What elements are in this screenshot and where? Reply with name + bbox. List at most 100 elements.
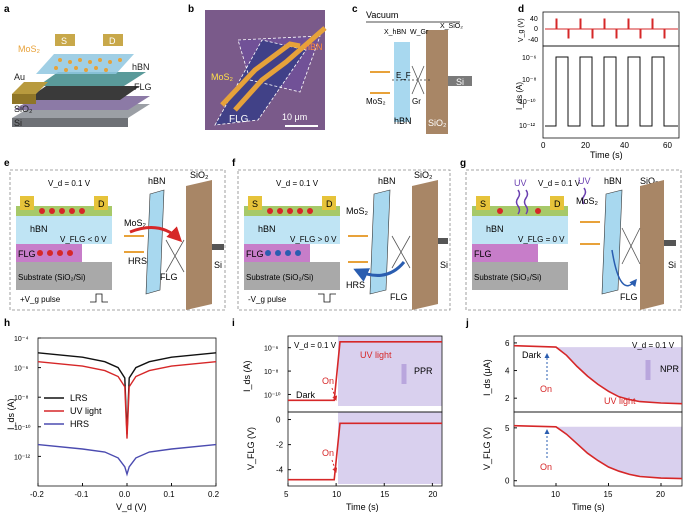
x-hbn-label: X_hBN xyxy=(384,29,406,36)
e-flg-label: FLG xyxy=(18,249,36,259)
g-sio2-label: SiO₂ xyxy=(640,176,659,186)
h-ytick-label: 10⁻⁴ xyxy=(14,336,29,343)
j-on-annotation: On xyxy=(540,384,552,394)
panel-g-label: g xyxy=(460,158,466,169)
i-xtick-label: 10 xyxy=(332,490,341,499)
sio2-band xyxy=(426,30,448,134)
i-bottom-ylabel: V_FLG (V) xyxy=(246,427,256,470)
h-ytick-label: 10⁻¹² xyxy=(14,454,31,461)
g-si-label: Si xyxy=(668,260,676,270)
f-hbn-barrier xyxy=(369,189,391,295)
d-ids-tick-2: 10⁻¹⁰ xyxy=(519,98,536,106)
h-ytick-label: 10⁻¹⁰ xyxy=(14,424,31,432)
e-pulse-shape xyxy=(90,293,108,303)
j-xtick-label: 15 xyxy=(604,490,613,499)
panel-i: i 10⁻⁶ 10⁻⁸ 10⁻¹⁰ 0 -2 -4 5 10 15 20 I_ds (A) V_F… xyxy=(232,318,443,512)
f-si-label: Si xyxy=(440,260,448,270)
j-uv-annotation: UV light xyxy=(604,396,636,406)
g-hbn xyxy=(472,216,568,244)
e-flg2-label: FLG xyxy=(160,272,178,282)
g-substrate-label: Substrate (SiO₂/Si) xyxy=(474,273,542,282)
mos2-label: MoS₂ xyxy=(18,44,41,54)
i-bottom-ytick-label: 0 xyxy=(276,416,281,425)
e-frame xyxy=(9,169,226,311)
h-xtick-label: -0.2 xyxy=(30,490,44,499)
d-x-tick-0: 0 xyxy=(541,141,546,150)
gr-label: Gr xyxy=(412,97,421,106)
f-mos2-label: MoS₂ xyxy=(346,206,369,216)
g-vd-label: V_d = 0.1 V xyxy=(538,179,581,188)
e-vflg-label: V_FLG < 0 V xyxy=(60,235,107,244)
hbn-label-b: hBN xyxy=(305,42,323,52)
f-flg2-label: FLG xyxy=(390,292,408,302)
e-substrate-label: Substrate (SiO₂/Si) xyxy=(18,273,86,282)
g-hbn-barrier xyxy=(601,189,623,295)
panel-c: c Vacuum X_hBN W_Gr X_SiO₂ E_F Gr MoS₂ h… xyxy=(352,4,472,134)
f-sio2-barrier xyxy=(412,180,438,310)
f-pulse-label: -V_g pulse xyxy=(248,295,287,304)
f-substrate-label: Substrate (SiO₂/Si) xyxy=(246,273,314,282)
j-top-series xyxy=(513,344,683,405)
si-band xyxy=(448,76,472,86)
i-bottom-ytick-label: -2 xyxy=(276,441,284,450)
panel-d-label: d xyxy=(518,4,524,15)
e-hrs-label: HRS xyxy=(128,256,147,266)
i-top-series xyxy=(288,340,442,402)
graphene-cone xyxy=(411,65,425,95)
j-bottom-ylabel: V_FLG (V) xyxy=(482,427,492,470)
f-flg-label: FLG xyxy=(246,249,264,259)
i-xtick-label: 15 xyxy=(380,490,389,499)
flg-layer xyxy=(26,86,140,100)
g-vflg-label: V_FLG = 0 V xyxy=(518,235,565,244)
w-gr-label: W_Gr xyxy=(410,29,429,36)
g-flg xyxy=(472,244,538,262)
j-npr-annotation: NPR xyxy=(660,364,680,374)
h-xtick-label: 0.1 xyxy=(164,490,176,499)
au-contact-left xyxy=(12,82,48,94)
si-label: Si xyxy=(14,118,22,128)
e-sio2-label: SiO₂ xyxy=(190,170,209,180)
d-vg-axis-label: V_g (V) xyxy=(518,18,525,42)
mos2-label-c: MoS₂ xyxy=(366,97,386,106)
flg-label: FLG xyxy=(134,82,152,92)
j-vd-annotation: V_d = 0.1 V xyxy=(632,341,675,350)
e-source-label: S xyxy=(24,199,30,209)
g-transfer-arrow xyxy=(611,249,637,288)
j-bottom-shade-area xyxy=(556,426,682,479)
electrode-2 xyxy=(233,26,327,112)
e-vd-label: V_d = 0.1 V xyxy=(48,179,91,188)
g-uv-wave-1 xyxy=(515,189,521,215)
g-uv-wave-2 xyxy=(523,189,529,215)
h-legend-lrs: LRS xyxy=(70,393,88,403)
panel-c-label: c xyxy=(352,4,358,15)
j-top-ytick-label: 4 xyxy=(505,367,510,376)
e-sio2-barrier xyxy=(186,180,212,310)
f-source-label: S xyxy=(252,199,258,209)
panel-f: f Substrate (SiO₂/Si) hBN FLG V_FLG > 0 … xyxy=(232,158,451,311)
panel-h: h -0.2 -0.1 0.0 0.1 0.2 10⁻⁴ 10⁻⁶ 10⁻⁸ 10⁻¹⁰ 10⁻¹… xyxy=(4,318,220,512)
source-electrode xyxy=(55,34,75,46)
e-drain xyxy=(94,196,108,210)
f-si-bar xyxy=(438,238,448,244)
panel-d: d 40 0 -40 V_g (V) 10⁻⁶ 10⁻⁸ 10⁻¹⁰ 10⁻¹²… xyxy=(515,4,680,160)
panel-g: g Substrate (SiO₂/Si) hBN FLG V_FLG = 0 … xyxy=(460,158,682,311)
e-hbn-top-label: hBN xyxy=(148,176,166,186)
i-top-ylabel: I_ds (A) xyxy=(242,360,252,392)
j-xtick-label: 10 xyxy=(551,490,560,499)
drain-electrode xyxy=(103,34,123,46)
d-x-tick-1: 20 xyxy=(581,141,590,150)
e-substrate xyxy=(16,262,112,290)
i-xlabel: Time (s) xyxy=(346,502,379,512)
hbn-band xyxy=(394,42,410,122)
x-sio2-label: X_SiO₂ xyxy=(440,23,463,30)
panel-i-label: i xyxy=(232,318,235,329)
j-top-ytick-label: 6 xyxy=(505,339,510,348)
h-xlabel: V_d (V) xyxy=(116,502,147,512)
f-vflg-label: V_FLG > 0 V xyxy=(290,235,337,244)
flg-label-b: FLG xyxy=(229,114,249,125)
d-vg-tick-1: 0 xyxy=(534,26,538,33)
j-bottom-ytick-label: 5 xyxy=(505,424,510,433)
f-sio2-label: SiO₂ xyxy=(414,170,433,180)
j-ticks: 2 4 6 5 0 10 15 20 xyxy=(505,339,665,499)
